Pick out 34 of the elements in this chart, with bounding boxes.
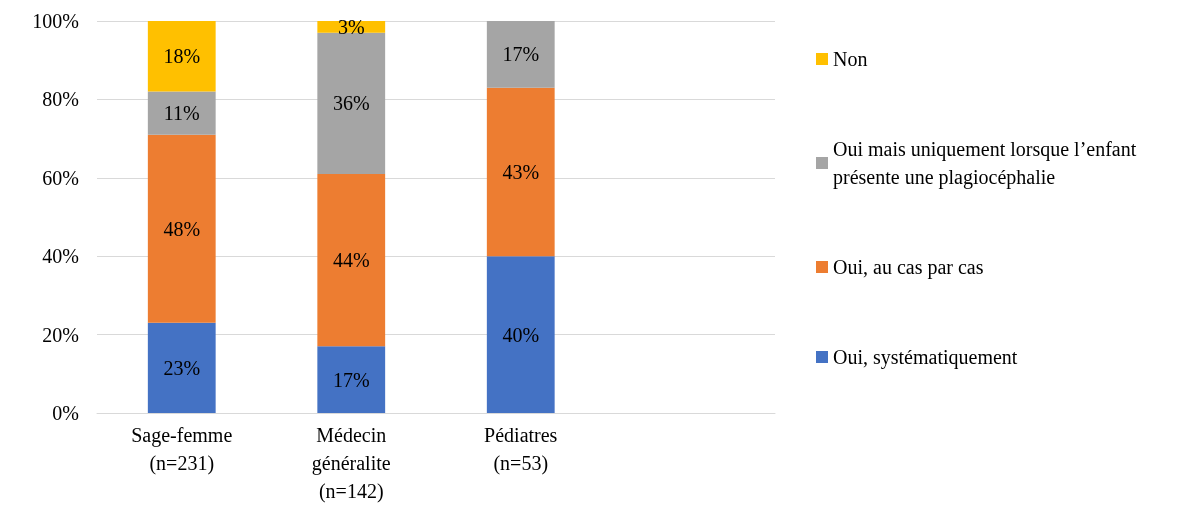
y-tick-label: 0% xyxy=(52,402,79,424)
y-tick-label: 80% xyxy=(42,88,79,111)
legend-label: Oui, systématiquement xyxy=(833,346,1018,369)
legend-label: Non xyxy=(833,48,868,70)
data-label: 23% xyxy=(163,356,201,379)
bar xyxy=(486,87,555,257)
x-tick-label: Sage-femme (n=231) xyxy=(131,424,233,475)
data-label: 40% xyxy=(502,323,540,346)
data-label: 3% xyxy=(337,15,365,38)
legend-label: Oui, au cas par cas xyxy=(833,256,984,279)
x-tick-label: Médecin généralite (n=142) xyxy=(311,424,391,503)
legend-label: Oui mais uniquement lorsque l’enfant présente une plagiocéphalie xyxy=(833,138,1142,189)
bar xyxy=(486,256,555,413)
data-label: 36% xyxy=(332,92,370,115)
y-tick-label: 100% xyxy=(32,10,79,32)
bar xyxy=(147,134,216,323)
bar xyxy=(317,32,386,174)
bar xyxy=(486,21,555,88)
bar xyxy=(317,346,386,413)
data-label: 43% xyxy=(502,160,540,183)
bar xyxy=(147,21,216,92)
data-label: 11% xyxy=(163,102,200,125)
data-label: 17% xyxy=(332,368,370,391)
y-tick-label: 60% xyxy=(42,166,79,189)
bar xyxy=(147,91,216,135)
data-label: 44% xyxy=(332,249,370,272)
bar xyxy=(317,173,386,347)
data-label: 48% xyxy=(163,217,201,240)
data-label: 18% xyxy=(163,45,201,68)
x-tick-label: Pédiatres (n=53) xyxy=(484,424,558,475)
data-label: 17% xyxy=(502,43,540,66)
y-tick-label: 40% xyxy=(42,245,79,268)
bar xyxy=(147,322,216,413)
y-tick-label: 20% xyxy=(42,323,79,346)
